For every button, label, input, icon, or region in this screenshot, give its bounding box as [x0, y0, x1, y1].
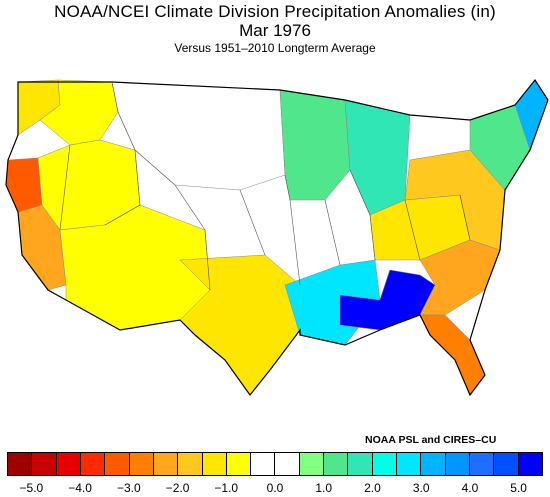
colorbar-swatch [421, 453, 446, 475]
colorbar-swatch [324, 453, 349, 475]
colorbar-swatch [105, 453, 130, 475]
colorbar-swatch [56, 453, 81, 475]
colorbar-tick-label: 2.0 [364, 481, 381, 495]
texas-south [179, 254, 301, 396]
state-borders [59, 81, 471, 301]
colorbar-swatch [153, 453, 179, 475]
colorbar-swatch [299, 453, 325, 475]
colorbar-swatch [8, 453, 33, 475]
northern-california-coast-anomaly [5, 157, 43, 213]
colorbar-swatch [348, 453, 373, 475]
colorbar-swatch [445, 453, 470, 475]
colorbar-ticks: −5.0 −4.0 −3.0 −2.0 −1.0 0.0 1.0 2.0 3.0 4.0 5.0 [7, 481, 543, 495]
colorbar-tick-label: 3.0 [412, 481, 430, 495]
map-subtitle-baseline: Versus 1951–2010 Longterm Average [174, 41, 376, 55]
colorbar-tick-label: −1.0 [214, 481, 239, 495]
colorbar-tick-label: 1.0 [315, 481, 333, 495]
colorbar-swatch [251, 453, 276, 475]
colorbar-swatch [518, 453, 542, 475]
us-precipitation-map [5, 78, 549, 397]
colorbar-tick-label: −4.0 [68, 481, 92, 495]
colorbar [7, 452, 543, 476]
colorbar-tick-label: −2.0 [165, 481, 190, 495]
great-lakes [344, 99, 411, 216]
colorbar-swatch [178, 453, 203, 475]
colorbar-tick-label: 0.0 [266, 481, 284, 495]
map-title: NOAA/NCEI Climate Division Precipitation… [54, 2, 496, 21]
colorbar-swatch [469, 453, 495, 475]
colorbar-swatch [226, 453, 252, 475]
map-subtitle-date: Mar 1976 [239, 21, 311, 40]
florida [419, 314, 486, 396]
colorbar-swatch [494, 453, 519, 475]
climate-division-regions [5, 79, 549, 396]
colorbar-swatch [202, 453, 227, 475]
colorbar-tick-label: 4.0 [461, 481, 479, 495]
northern-plains [111, 81, 286, 191]
colorbar-swatch [32, 453, 57, 475]
colorbar-swatch [80, 453, 106, 475]
credit-text: NOAA PSL and CIRES–CU [365, 434, 497, 446]
colorbar-swatch [397, 453, 422, 475]
colorbar-swatch [372, 453, 397, 475]
colorbar-tick-label: −3.0 [116, 481, 141, 495]
colorbar-tick-label: 5.0 [510, 481, 527, 495]
colorbar-swatch [129, 453, 154, 475]
colorbar-tick-label: −5.0 [19, 481, 44, 495]
colorbar-swatch [275, 453, 300, 475]
us-outline [5, 78, 549, 397]
upper-midwest [279, 89, 351, 201]
